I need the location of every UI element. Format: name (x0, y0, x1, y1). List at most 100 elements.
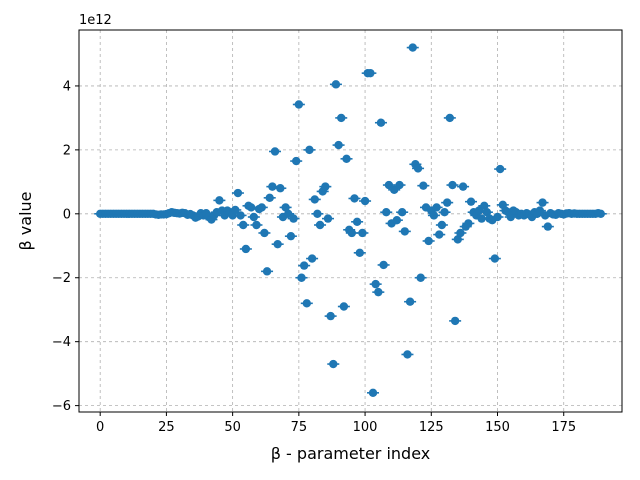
data-point (488, 254, 501, 263)
y-axis-ticks: −6 −4 −2 0 2 4 (52, 79, 79, 414)
data-point (237, 220, 250, 230)
data-point (271, 239, 284, 249)
y-tick-label: 4 (63, 79, 71, 94)
data-point (329, 80, 342, 89)
data-point (340, 154, 353, 164)
data-point (412, 164, 425, 173)
data-point (292, 100, 305, 109)
data-point (465, 197, 478, 206)
data-point (417, 181, 430, 190)
data-point (239, 244, 252, 254)
data-point (364, 68, 377, 78)
data-point (229, 205, 242, 215)
y-tick-label: 0 (63, 207, 71, 222)
data-point (396, 208, 409, 217)
data-points (94, 43, 607, 398)
data-point (449, 316, 462, 326)
data-point (451, 235, 464, 244)
data-point (380, 208, 393, 217)
data-point (430, 203, 443, 212)
y-axis-label: β value (16, 192, 35, 251)
data-point (319, 182, 332, 191)
data-point (372, 287, 385, 297)
x-tick-label: 150 (485, 420, 510, 435)
data-point (433, 230, 446, 239)
data-point (356, 228, 369, 238)
data-point (406, 43, 419, 52)
data-point (457, 182, 470, 191)
data-point (327, 359, 340, 369)
data-point (401, 350, 414, 359)
data-point (290, 156, 303, 166)
data-point (263, 193, 276, 203)
data-point (234, 211, 247, 220)
data-point (287, 214, 300, 223)
data-point (308, 195, 321, 204)
data-point (541, 222, 554, 231)
data-point (414, 273, 427, 282)
data-point (443, 113, 456, 123)
data-point (314, 220, 327, 230)
x-tick-label: 0 (96, 420, 104, 435)
x-tick-label: 100 (353, 420, 378, 435)
data-point (441, 198, 454, 207)
data-point (494, 164, 507, 174)
data-point (269, 147, 282, 156)
x-tick-label: 175 (551, 420, 576, 435)
data-point (427, 211, 440, 220)
data-point (348, 194, 361, 203)
data-point (247, 212, 260, 222)
data-point (335, 113, 348, 123)
x-axis-ticks: 0 25 50 75 100 125 150 175 (96, 412, 576, 435)
data-point (279, 203, 292, 212)
data-point (438, 208, 451, 217)
data-point (261, 267, 274, 276)
data-point (324, 311, 337, 321)
x-axis-label: β - parameter index (271, 444, 430, 463)
x-tick-label: 25 (158, 420, 175, 435)
data-point (435, 220, 448, 230)
data-point (250, 220, 263, 230)
data-point (454, 228, 467, 238)
data-point (337, 302, 350, 311)
y-tick-label: −2 (52, 271, 71, 286)
data-point (300, 299, 313, 308)
y-tick-label: 2 (63, 143, 71, 158)
data-point (536, 198, 549, 207)
x-tick-label: 125 (419, 420, 444, 435)
data-point (258, 228, 271, 238)
data-point (374, 118, 387, 127)
data-point (311, 209, 324, 219)
data-point (298, 261, 311, 270)
y-tick-label: −4 (52, 335, 71, 350)
x-tick-label: 50 (224, 420, 241, 435)
data-point (255, 203, 268, 212)
data-point (345, 228, 358, 238)
data-point (594, 209, 607, 219)
data-point (353, 248, 366, 258)
data-point (390, 216, 403, 225)
data-point (303, 145, 316, 155)
data-point (462, 219, 475, 228)
data-point (274, 184, 287, 193)
grid-lines (79, 30, 622, 412)
data-point (213, 196, 226, 205)
data-point (404, 297, 417, 306)
data-point (478, 201, 491, 211)
data-point (321, 214, 334, 223)
data-point (491, 212, 504, 222)
data-point (231, 188, 244, 198)
data-point (284, 231, 297, 241)
y-offset-label: 1e12 (79, 13, 112, 28)
data-point (422, 236, 435, 246)
data-point (480, 208, 493, 217)
data-point (359, 196, 372, 206)
y-tick-label: −6 (52, 399, 71, 414)
data-point (369, 279, 382, 289)
data-point (351, 217, 364, 226)
data-point (446, 180, 459, 190)
data-point (377, 260, 390, 270)
data-point (295, 273, 308, 282)
data-point (393, 180, 406, 190)
